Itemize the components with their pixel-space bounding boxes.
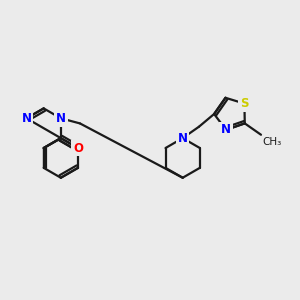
- Text: N: N: [221, 123, 231, 136]
- Text: N: N: [56, 112, 66, 125]
- Text: S: S: [240, 97, 249, 110]
- Text: O: O: [73, 142, 83, 154]
- Text: N: N: [22, 112, 32, 125]
- Text: CH₃: CH₃: [262, 137, 281, 147]
- Text: N: N: [178, 132, 188, 145]
